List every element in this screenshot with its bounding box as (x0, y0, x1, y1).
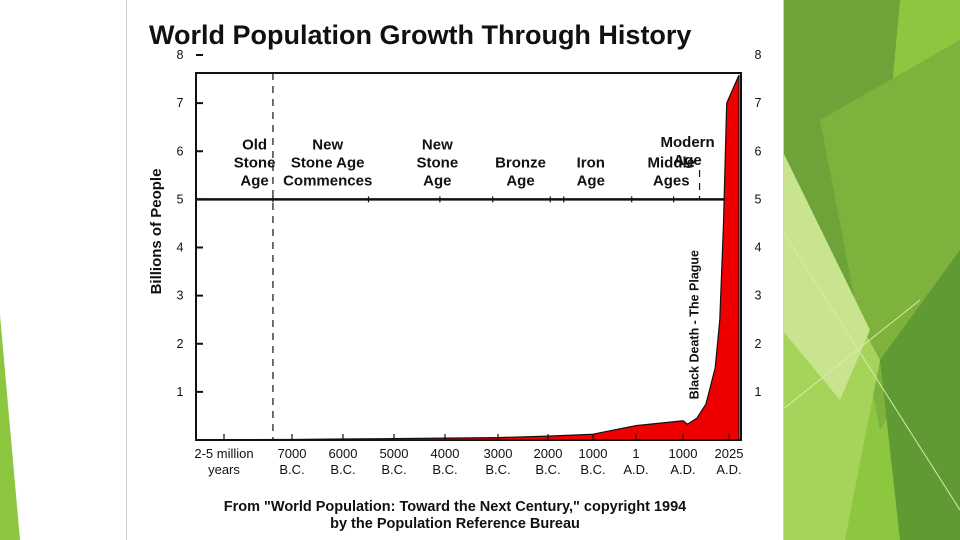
era-label: Age (577, 172, 605, 189)
source-line-2: by the Population Reference Bureau (330, 516, 580, 532)
x-tick-sublabel: B.C. (279, 462, 304, 477)
green-line-2 (781, 299, 921, 411)
source-line-1: From "World Population: Toward the Next … (224, 499, 687, 515)
era-label: Middle (648, 154, 696, 171)
x-tick-label: 3000 (484, 446, 513, 461)
era-label: Age (506, 172, 534, 189)
y-tick-label-right: 7 (755, 96, 762, 110)
y-tick-label-left: 7 (177, 96, 184, 110)
x-tick-label: 1000 (579, 446, 608, 461)
x-tick-label: 2000 (534, 446, 563, 461)
x-tick-sublabel: A.D. (670, 462, 695, 477)
era-label: New (312, 136, 343, 153)
chart-figure: World Population Growth Through History … (126, 0, 784, 540)
x-tick-sublabel: B.C. (535, 462, 560, 477)
era-label: Stone (417, 154, 459, 171)
x-tick-sublabel: A.D. (716, 462, 741, 477)
x-tick-sublabel: B.C. (381, 462, 406, 477)
x-tick-label: 5000 (380, 446, 409, 461)
y-tick-label-right: 6 (755, 144, 762, 158)
x-tick-sublabel: years (208, 462, 240, 477)
chart-title: World Population Growth Through History (149, 20, 691, 50)
era-label: Iron (577, 154, 605, 171)
x-tick-label: 1000 (669, 446, 698, 461)
era-label: New (422, 136, 453, 153)
y-tick-label-left: 3 (177, 289, 184, 303)
population-area (197, 74, 740, 441)
era-label: Age (423, 172, 451, 189)
x-tick-label: 1 (632, 446, 639, 461)
x-tick-sublabel: B.C. (432, 462, 457, 477)
y-tick-label-right: 1 (755, 385, 762, 399)
y-axis-label: Billions of People (148, 169, 165, 295)
green-highlight (782, 150, 870, 400)
era-label: Stone (234, 154, 276, 171)
x-tick-sublabel: A.D. (623, 462, 648, 477)
y-tick-label-left: 1 (177, 385, 184, 399)
x-tick-sublabel: B.C. (330, 462, 355, 477)
y-tick-label-right: 8 (755, 48, 762, 62)
x-tick-sublabel: B.C. (485, 462, 510, 477)
era-label: Old (242, 136, 267, 153)
y-tick-label-right: 3 (755, 289, 762, 303)
era-label: Stone Age (291, 154, 365, 171)
x-tick-label: 2025 (715, 446, 744, 461)
plot-frame (195, 72, 742, 441)
era-label: Age (240, 172, 268, 189)
era-label: Commences (283, 172, 372, 189)
y-tick-label-left: 2 (177, 337, 184, 351)
black-death-annotation: Black Death - The Plague (688, 250, 702, 399)
x-tick-label: 4000 (431, 446, 460, 461)
green-accent-left (0, 315, 20, 540)
y-tick-label-left: 8 (177, 48, 184, 62)
y-tick-label-right: 5 (755, 192, 762, 206)
population-chart: World Population Growth Through History … (148, 20, 762, 532)
y-tick-label-right: 2 (755, 337, 762, 351)
era-label: Modern (661, 134, 715, 151)
era-label: Bronze (495, 154, 546, 171)
y-tick-label-left: 6 (177, 144, 184, 158)
y-tick-label-left: 4 (177, 241, 184, 255)
y-tick-label-right: 4 (755, 241, 762, 255)
x-tick-label: 6000 (329, 446, 358, 461)
green-shade-4 (880, 250, 960, 540)
x-tick-label: 7000 (278, 446, 307, 461)
x-tick-sublabel: B.C. (580, 462, 605, 477)
y-tick-label-left: 5 (177, 192, 184, 206)
green-line-1 (781, 229, 960, 511)
x-tick-label: 2-5 million (194, 446, 253, 461)
era-label: Ages (653, 172, 690, 189)
era-label: Age (673, 152, 701, 169)
